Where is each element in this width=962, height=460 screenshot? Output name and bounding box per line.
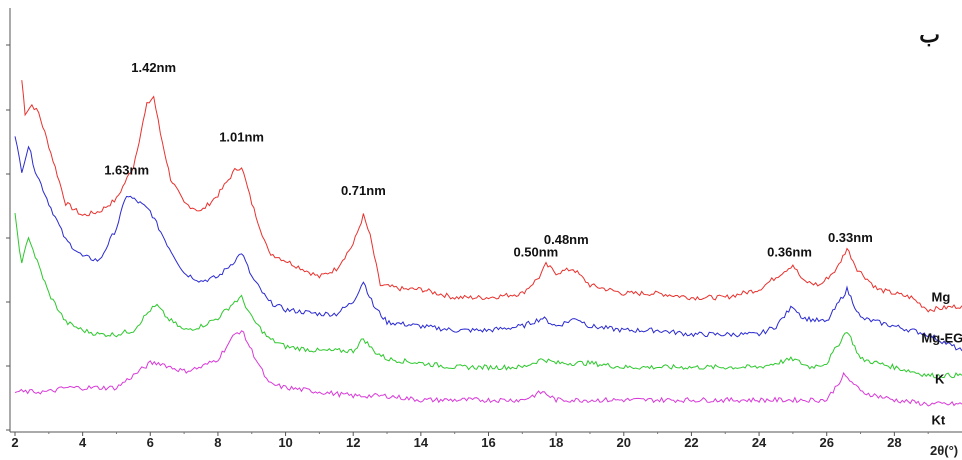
peak-label: 1.63nm [104, 163, 149, 178]
x-tick-label: 16 [481, 435, 495, 450]
x-tick-label: 4 [79, 435, 87, 450]
x-tick-label: 26 [819, 435, 833, 450]
x-tick-label: 8 [214, 435, 221, 450]
peak-label: 0.48nm [544, 232, 589, 247]
peak-label: 0.36nm [767, 245, 812, 260]
series-line-k [14, 213, 962, 379]
panel-label: ب [919, 22, 940, 47]
axes: 2 4 6 8 10 12 14 16 18 20 22 24 26 28 [6, 8, 962, 450]
x-tick-label: 10 [278, 435, 292, 450]
peak-label: 0.33nm [828, 230, 873, 245]
series-line-mg-eg [14, 136, 962, 352]
x-tick-label: 6 [147, 435, 154, 450]
x-tick-label: 12 [346, 435, 360, 450]
x-tick-label: 24 [752, 435, 767, 450]
series-label: Kt [932, 413, 946, 428]
peak-label: 0.71nm [341, 183, 386, 198]
x-tick-label: 22 [684, 435, 698, 450]
peak-label: 1.42nm [131, 60, 176, 75]
series-label: Mg-EG [921, 331, 962, 346]
series-layer [14, 80, 962, 407]
series-line-kt [14, 330, 962, 407]
peak-label: 0.50nm [513, 245, 558, 260]
x-tick-label: 14 [414, 435, 429, 450]
peak-label: 1.01nm [219, 130, 264, 145]
series-label: K [935, 372, 945, 387]
x-tick-label: 18 [549, 435, 563, 450]
x-tick-label: 2 [11, 435, 18, 450]
series-line-mg [21, 80, 962, 313]
series-label: Mg [932, 290, 951, 305]
x-axis-title: 2θ(°) [930, 443, 958, 458]
x-tick-label: 20 [617, 435, 631, 450]
x-tick-label: 28 [887, 435, 901, 450]
